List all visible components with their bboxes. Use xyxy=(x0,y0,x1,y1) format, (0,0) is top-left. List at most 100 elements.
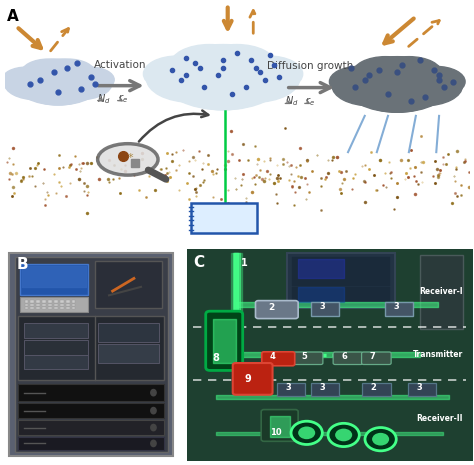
Circle shape xyxy=(4,66,68,100)
Circle shape xyxy=(372,433,389,445)
FancyBboxPatch shape xyxy=(54,307,58,309)
Text: 9: 9 xyxy=(244,374,251,384)
FancyBboxPatch shape xyxy=(72,304,75,306)
Circle shape xyxy=(365,427,396,451)
Circle shape xyxy=(151,390,156,396)
Text: Diffusion growth: Diffusion growth xyxy=(267,61,354,71)
FancyBboxPatch shape xyxy=(311,302,339,316)
Circle shape xyxy=(48,66,112,100)
Circle shape xyxy=(151,440,156,446)
FancyBboxPatch shape xyxy=(24,354,88,369)
Circle shape xyxy=(234,56,303,92)
Text: 2: 2 xyxy=(371,383,376,392)
Circle shape xyxy=(14,59,102,105)
FancyBboxPatch shape xyxy=(18,420,164,435)
FancyBboxPatch shape xyxy=(362,352,391,365)
Circle shape xyxy=(146,55,237,102)
FancyBboxPatch shape xyxy=(60,307,64,309)
FancyBboxPatch shape xyxy=(42,304,46,306)
FancyBboxPatch shape xyxy=(48,304,52,306)
Text: $r_e$: $r_e$ xyxy=(305,95,315,108)
Text: 7: 7 xyxy=(370,352,375,361)
Circle shape xyxy=(355,68,440,112)
FancyBboxPatch shape xyxy=(261,410,298,441)
FancyBboxPatch shape xyxy=(311,383,339,396)
FancyBboxPatch shape xyxy=(333,352,363,365)
Text: 10: 10 xyxy=(270,428,282,437)
FancyBboxPatch shape xyxy=(24,340,88,354)
Circle shape xyxy=(98,144,158,175)
FancyBboxPatch shape xyxy=(20,298,88,312)
Text: Transmitter: Transmitter xyxy=(413,350,463,359)
FancyBboxPatch shape xyxy=(408,383,436,396)
Circle shape xyxy=(298,426,315,439)
FancyBboxPatch shape xyxy=(262,352,295,366)
FancyBboxPatch shape xyxy=(362,383,391,396)
Text: 3: 3 xyxy=(319,383,325,392)
Text: 4: 4 xyxy=(270,352,275,361)
FancyBboxPatch shape xyxy=(18,317,164,380)
Circle shape xyxy=(385,66,463,106)
Text: 3: 3 xyxy=(285,383,291,392)
FancyBboxPatch shape xyxy=(99,323,159,342)
FancyBboxPatch shape xyxy=(48,300,52,303)
FancyBboxPatch shape xyxy=(60,300,64,303)
FancyBboxPatch shape xyxy=(65,300,70,303)
FancyBboxPatch shape xyxy=(30,307,34,309)
FancyBboxPatch shape xyxy=(42,307,46,309)
FancyBboxPatch shape xyxy=(18,384,164,401)
FancyBboxPatch shape xyxy=(65,307,70,309)
Text: C: C xyxy=(193,255,204,270)
Circle shape xyxy=(170,45,248,85)
Circle shape xyxy=(151,407,156,414)
FancyBboxPatch shape xyxy=(420,255,463,329)
FancyBboxPatch shape xyxy=(206,311,243,371)
FancyBboxPatch shape xyxy=(385,302,413,316)
Circle shape xyxy=(406,66,465,97)
FancyBboxPatch shape xyxy=(18,403,164,418)
Text: HSRL: HSRL xyxy=(211,218,237,227)
FancyBboxPatch shape xyxy=(255,300,298,319)
Text: 3: 3 xyxy=(416,383,422,392)
Circle shape xyxy=(291,421,322,445)
Circle shape xyxy=(344,57,451,112)
Circle shape xyxy=(332,66,409,106)
FancyBboxPatch shape xyxy=(20,264,88,295)
Text: $r_e$: $r_e$ xyxy=(118,93,128,106)
Circle shape xyxy=(329,66,388,97)
Circle shape xyxy=(328,423,359,446)
Text: Dual-FOV: Dual-FOV xyxy=(201,208,248,218)
FancyBboxPatch shape xyxy=(36,300,40,303)
FancyBboxPatch shape xyxy=(233,363,273,395)
Text: 6: 6 xyxy=(341,352,347,361)
FancyBboxPatch shape xyxy=(72,307,75,309)
Circle shape xyxy=(209,55,300,102)
FancyBboxPatch shape xyxy=(72,300,75,303)
Circle shape xyxy=(40,59,95,87)
FancyBboxPatch shape xyxy=(95,261,162,308)
FancyBboxPatch shape xyxy=(9,253,173,456)
FancyBboxPatch shape xyxy=(25,307,28,309)
FancyBboxPatch shape xyxy=(65,304,70,306)
Text: A: A xyxy=(7,9,19,25)
Circle shape xyxy=(21,59,76,87)
Text: B: B xyxy=(17,257,28,272)
Circle shape xyxy=(23,68,93,105)
FancyBboxPatch shape xyxy=(99,344,159,363)
Circle shape xyxy=(160,45,286,110)
Text: 3: 3 xyxy=(319,303,325,312)
FancyBboxPatch shape xyxy=(36,304,40,306)
Circle shape xyxy=(151,425,156,431)
Circle shape xyxy=(144,56,212,92)
FancyBboxPatch shape xyxy=(287,253,395,308)
FancyBboxPatch shape xyxy=(54,300,58,303)
Circle shape xyxy=(335,429,352,441)
Text: 3: 3 xyxy=(393,303,399,312)
Text: 8: 8 xyxy=(213,353,220,363)
Text: 5: 5 xyxy=(301,352,308,361)
Text: $N_d$: $N_d$ xyxy=(97,92,110,106)
Circle shape xyxy=(2,67,51,93)
Text: Receiver-II: Receiver-II xyxy=(417,413,463,423)
FancyBboxPatch shape xyxy=(30,304,34,306)
FancyBboxPatch shape xyxy=(25,300,28,303)
